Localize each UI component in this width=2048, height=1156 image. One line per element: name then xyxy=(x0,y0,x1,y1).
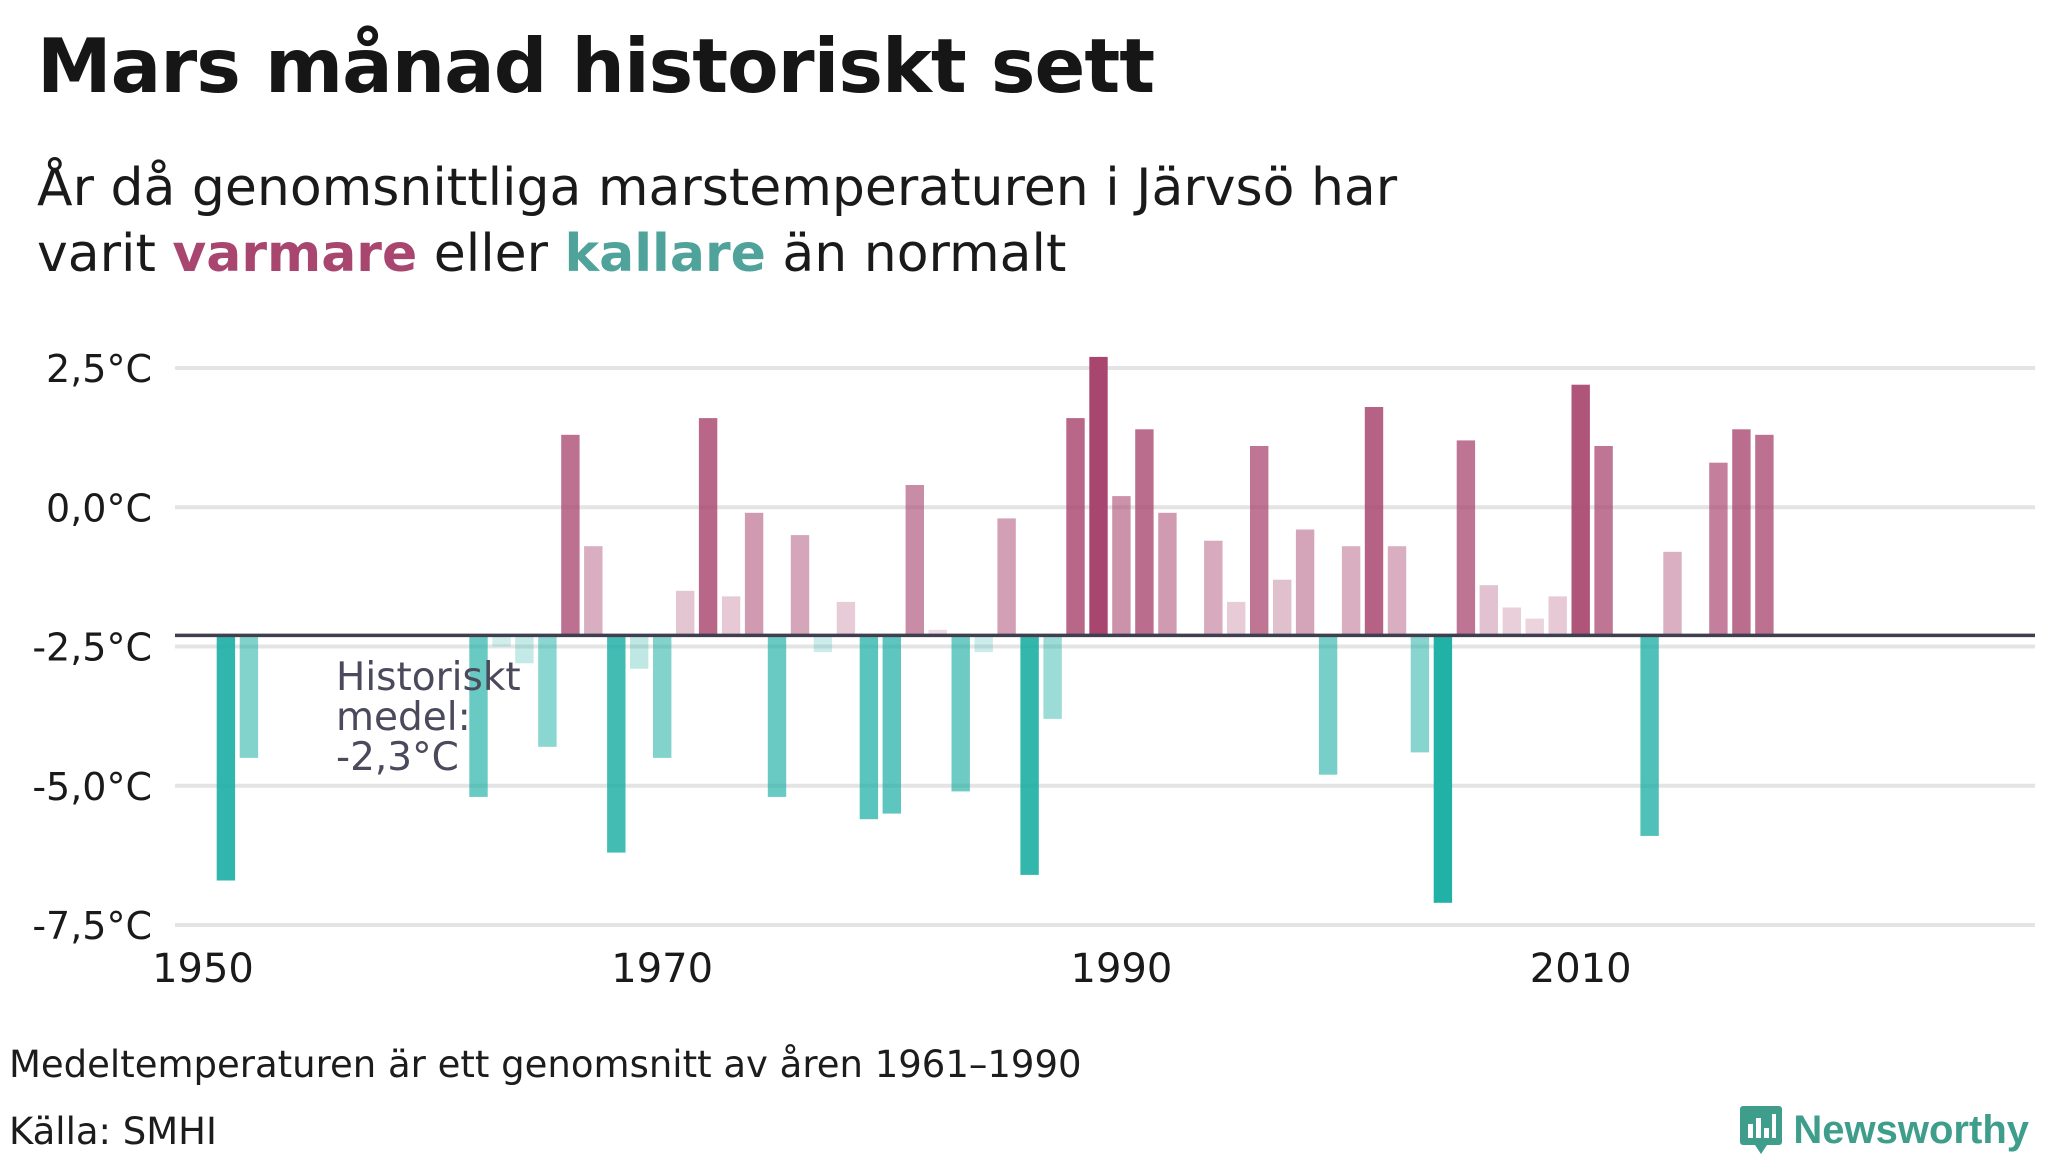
bar-1976 xyxy=(790,535,810,636)
bar-2005 xyxy=(1456,440,1476,636)
bar-1997 xyxy=(1273,579,1292,636)
bar-1975 xyxy=(767,635,787,797)
bar-1964 xyxy=(515,635,534,664)
bar-1969 xyxy=(630,635,649,669)
bar-2014 xyxy=(1663,551,1682,636)
bar-1973 xyxy=(721,596,741,636)
annotation-line: -2,3°C xyxy=(336,735,459,780)
bar-2017 xyxy=(1732,429,1751,636)
bar-2013 xyxy=(1640,635,1659,836)
brand-logo[interactable]: Newsworthy xyxy=(1739,1104,2029,1156)
y-axis-labels: 2,5°C 0,0°C -2,5°C -5,0°C -7,5°C xyxy=(32,347,152,948)
bar-1985 xyxy=(997,518,1016,636)
x-tick-label: 1950 xyxy=(152,946,254,992)
bar-1968 xyxy=(607,635,626,853)
y-tick-label: 2,5°C xyxy=(46,347,152,391)
bar-1994 xyxy=(1204,540,1223,636)
bar-2016 xyxy=(1709,462,1728,636)
subtitle-eller: eller xyxy=(433,224,549,284)
y-tick-label: -5,0°C xyxy=(32,765,152,809)
bar-2004 xyxy=(1433,635,1453,903)
bar-1967 xyxy=(584,546,603,636)
bar-1974 xyxy=(744,512,764,636)
bar-1996 xyxy=(1250,446,1269,636)
bar-2003 xyxy=(1410,635,1430,753)
bar-2010 xyxy=(1571,384,1590,636)
x-axis-labels: 1950 1970 1990 2010 xyxy=(152,946,1631,992)
bar-1999 xyxy=(1318,635,1338,775)
bar-2009 xyxy=(1548,596,1567,636)
bar-1977 xyxy=(813,635,833,653)
subtitle-varit: varit xyxy=(37,224,156,284)
bar-1992 xyxy=(1158,512,1177,636)
subtitle-cold-word: kallare xyxy=(564,224,766,284)
subtitle-line-1: År då genomsnittliga marstemperaturen i … xyxy=(37,158,1398,218)
brand-name: Newsworthy xyxy=(1793,1107,2029,1152)
bar-1966 xyxy=(561,434,580,636)
bar-1971 xyxy=(676,590,695,636)
bar-2011 xyxy=(1594,446,1613,636)
y-tick-label: -2,5°C xyxy=(32,626,152,670)
bar-1952 xyxy=(239,635,259,758)
annotation-line: medel: xyxy=(336,695,471,740)
bar-chart: 2,5°C 0,0°C -2,5°C -5,0°C -7,5°C 1950 1970 199… xyxy=(32,347,2035,992)
bar-1981 xyxy=(905,485,924,636)
bar-1983 xyxy=(951,635,970,792)
subtitle-end: än normalt xyxy=(782,224,1067,284)
bar-1978 xyxy=(836,601,856,636)
x-tick-label: 2010 xyxy=(1530,946,1632,992)
x-tick-label: 1970 xyxy=(611,946,713,992)
bar-2001 xyxy=(1364,407,1384,636)
annotation-line: Historiskt xyxy=(336,655,521,700)
bar-1965 xyxy=(538,635,557,747)
bar-2006 xyxy=(1479,585,1498,636)
source-label: Källa: SMHI xyxy=(9,1110,217,1153)
bar-1990 xyxy=(1112,496,1131,636)
bar-1987 xyxy=(1043,635,1062,719)
y-tick-label: -7,5°C xyxy=(32,904,152,948)
bar-1962 xyxy=(469,635,488,797)
bars xyxy=(216,356,1774,903)
chart-subtitle: År då genomsnittliga marstemperaturen i … xyxy=(37,155,1397,287)
bar-1951 xyxy=(216,635,236,881)
bar-2018 xyxy=(1755,434,1774,636)
bar-2000 xyxy=(1341,546,1361,636)
newsworthy-logo-icon xyxy=(1740,1106,1783,1154)
bar-1979 xyxy=(859,635,879,820)
bar-2008 xyxy=(1525,618,1544,636)
y-tick-label: 0,0°C xyxy=(46,486,152,530)
bar-1984 xyxy=(974,635,993,653)
chart-title: Mars månad historiskt sett xyxy=(37,22,1155,110)
subtitle-warm-word: varmare xyxy=(172,224,418,284)
bar-1963 xyxy=(492,635,511,647)
bar-1970 xyxy=(653,635,672,758)
x-tick-label: 1990 xyxy=(1071,946,1173,992)
bar-1986 xyxy=(1020,635,1039,875)
bar-1972 xyxy=(698,418,718,636)
bar-2007 xyxy=(1502,607,1521,636)
bar-1980 xyxy=(882,635,901,814)
bar-1989 xyxy=(1089,356,1108,636)
bar-1988 xyxy=(1066,418,1085,636)
bar-2002 xyxy=(1387,546,1407,636)
bar-1995 xyxy=(1227,601,1246,636)
bar-1991 xyxy=(1135,429,1154,636)
footnote: Medeltemperaturen är ett genomsnitt av å… xyxy=(9,1043,1082,1086)
bar-1998 xyxy=(1295,529,1315,636)
historical-mean-annotation: Historiskt medel: -2,3°C xyxy=(336,655,521,780)
bar-1982 xyxy=(928,629,947,636)
